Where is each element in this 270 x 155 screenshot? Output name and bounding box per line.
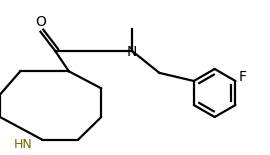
Text: N: N (127, 45, 137, 59)
Text: HN: HN (14, 138, 32, 151)
Text: O: O (35, 16, 46, 29)
Text: F: F (238, 70, 247, 84)
